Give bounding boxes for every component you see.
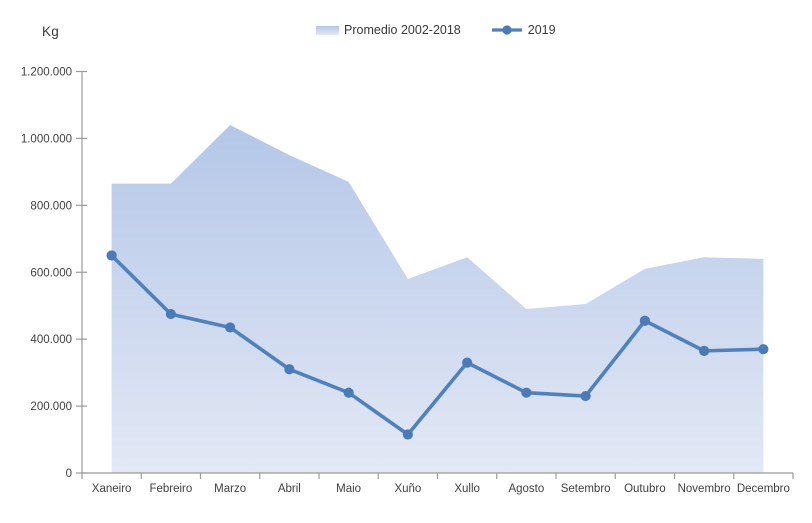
x-tick-label: Marzo bbox=[214, 483, 246, 495]
y-tick-label: 1.200.000 bbox=[21, 67, 72, 79]
legend-item-promedio: Promedio 2002-2018 bbox=[316, 23, 461, 37]
line-marker-icon bbox=[491, 25, 522, 35]
data-point-xullo bbox=[462, 357, 473, 368]
data-point-agosto bbox=[521, 387, 532, 398]
data-point-febreiro bbox=[165, 308, 176, 320]
x-tick-label: Setembro bbox=[561, 483, 611, 495]
data-point-xaneiro bbox=[106, 250, 117, 261]
y-tick-label: 600.000 bbox=[30, 267, 72, 279]
x-tick-label: Xuño bbox=[394, 483, 421, 495]
area-series-promedio bbox=[111, 125, 764, 474]
data-point-decembro bbox=[758, 344, 769, 355]
x-tick-label: Abril bbox=[278, 483, 301, 495]
x-tick-label: Outubro bbox=[624, 483, 666, 495]
y-tick-label: 800.000 bbox=[30, 200, 72, 212]
y-tick-label: 200.000 bbox=[30, 401, 72, 413]
data-point-xuño bbox=[402, 429, 413, 440]
chart-legend: Promedio 2002-2018 2019 bbox=[316, 23, 556, 37]
legend-label-2019: 2019 bbox=[527, 23, 556, 37]
data-point-outubro bbox=[639, 315, 650, 326]
line-series-2019 bbox=[109, 253, 766, 437]
y-axis-title: Kg bbox=[42, 24, 59, 39]
data-point-setembro bbox=[580, 390, 591, 402]
y-tick-label: 1.000.000 bbox=[21, 133, 72, 145]
legend-item-2019: 2019 bbox=[491, 23, 556, 37]
data-point-maio bbox=[343, 387, 354, 398]
data-point-novembro bbox=[699, 345, 710, 356]
x-tick-label: Agosto bbox=[508, 483, 544, 495]
area-swatch-icon bbox=[316, 25, 339, 35]
x-tick-label: Maio bbox=[336, 483, 361, 495]
y-tick-label: 400.000 bbox=[30, 334, 72, 346]
data-point-marzo bbox=[225, 322, 236, 333]
x-tick-label: Febreiro bbox=[149, 483, 192, 495]
x-tick-label: Xaneiro bbox=[92, 483, 132, 495]
y-tick-label: 0 bbox=[66, 468, 72, 480]
x-tick-label: Novembro bbox=[678, 483, 731, 495]
data-point-abril bbox=[284, 364, 295, 375]
x-tick-label: Xullo bbox=[454, 483, 480, 495]
legend-label-promedio: Promedio 2002-2018 bbox=[344, 23, 461, 37]
x-tick-label: Decembro bbox=[737, 483, 790, 495]
